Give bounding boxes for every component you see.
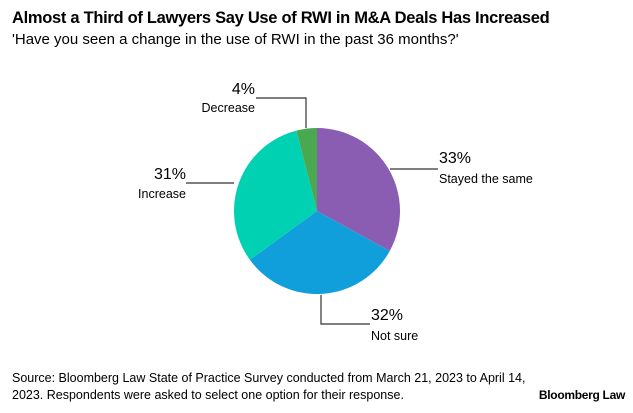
chart-subtitle: 'Have you seen a change in the use of RW… xyxy=(12,31,459,48)
pie-slice-increase xyxy=(234,130,317,260)
leader-line-decrease xyxy=(256,97,307,128)
category-label-decrease: Decrease xyxy=(202,101,256,115)
leader-line-not-sure xyxy=(320,295,370,325)
value-label-decrease: 4% xyxy=(232,81,255,98)
bloomberg-law-logo: Bloomberg Law xyxy=(538,388,625,402)
category-label-increase: Increase xyxy=(138,187,186,201)
source-note: Source: Bloomberg Law State of Practice … xyxy=(12,371,526,402)
chart-title: Almost a Third of Lawyers Say Use of RWI… xyxy=(12,9,550,27)
pie-slice-stayed-the-same xyxy=(317,128,401,251)
category-label-stayed-the-same: Stayed the same xyxy=(439,172,533,186)
pie-slice-decrease xyxy=(296,128,317,211)
pie-slice-not-sure xyxy=(249,211,390,294)
value-label-not-sure: 32% xyxy=(371,307,403,324)
value-label-increase: 31% xyxy=(154,166,186,183)
category-label-not-sure: Not sure xyxy=(371,329,418,343)
value-label-stayed-the-same: 33% xyxy=(439,150,471,167)
